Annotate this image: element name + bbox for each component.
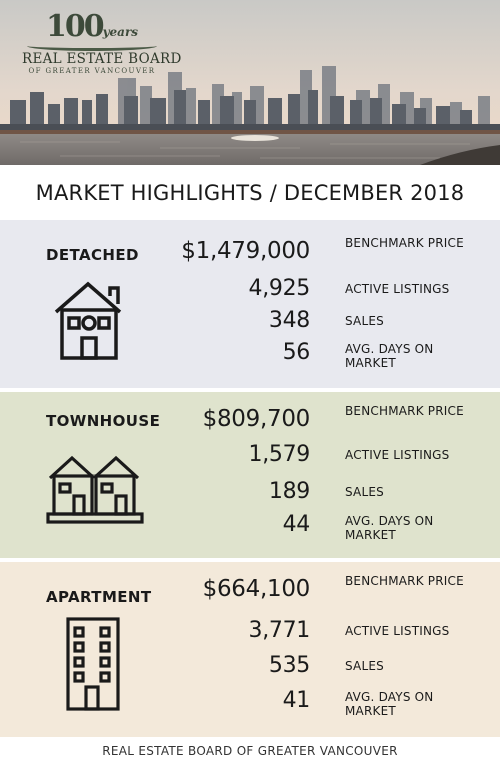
section-label: DETACHED <box>46 246 139 264</box>
stat-value: 348 <box>268 308 310 333</box>
stat-value: 3,771 <box>248 618 311 643</box>
townhouse-icon <box>46 455 144 524</box>
stat-value: 4,925 <box>248 276 311 301</box>
logo-name: REAL ESTATE BOARD <box>22 51 182 67</box>
stat-value: 41 <box>282 688 311 713</box>
stat-value: $664,100 <box>202 576 311 602</box>
stat-row: 348 SALES <box>150 306 490 342</box>
stat-label: ACTIVE LISTINGS <box>345 282 450 296</box>
stat-row: 56 AVG. DAYS ON MARKET <box>150 338 490 374</box>
logo-swoosh <box>27 41 157 51</box>
stat-value: 535 <box>268 653 310 678</box>
section-detached: DETACHED $1,479,000 BENCHMARK PRICE 4,92… <box>0 220 500 388</box>
stat-row: $664,100 BENCHMARK PRICE <box>150 574 490 610</box>
stat-label: ACTIVE LISTINGS <box>345 448 450 462</box>
stat-label: AVG. DAYS ON MARKET <box>345 514 434 542</box>
footer-text: REAL ESTATE BOARD OF GREATER VANCOUVER <box>102 744 398 758</box>
stat-row: 189 SALES <box>150 477 490 513</box>
stat-row: 535 SALES <box>150 651 490 687</box>
stat-label: AVG. DAYS ON MARKET <box>345 342 434 370</box>
section-label: APARTMENT <box>46 588 152 606</box>
stat-label: BENCHMARK PRICE <box>345 404 464 418</box>
apartment-building-icon <box>66 617 120 711</box>
footer: REAL ESTATE BOARD OF GREATER VANCOUVER <box>0 737 500 765</box>
stat-label: AVG. DAYS ON MARKET <box>345 690 434 718</box>
logo-subtitle: OF GREATER VANCOUVER <box>28 67 156 75</box>
stat-value: 189 <box>268 479 310 504</box>
section-townhouse: TOWNHOUSE $809,700 BENCHMARK PRICE 1,579… <box>0 392 500 558</box>
stat-row: 41 AVG. DAYS ON MARKET <box>150 686 490 722</box>
page-title: MARKET HIGHLIGHTS / DECEMBER 2018 <box>35 180 465 205</box>
stat-value: $809,700 <box>202 406 311 432</box>
section-label: TOWNHOUSE <box>46 412 161 430</box>
stat-value: 56 <box>282 340 311 365</box>
stat-row: 44 AVG. DAYS ON MARKET <box>150 510 490 546</box>
stat-row: $809,700 BENCHMARK PRICE <box>150 404 490 440</box>
stat-value: 44 <box>282 512 311 537</box>
stat-label: SALES <box>345 659 384 673</box>
centennial-mark: 100years <box>22 12 162 47</box>
stat-row: 4,925 ACTIVE LISTINGS <box>150 274 490 310</box>
section-apartment: APARTMENT $664,100 BENCHMARK PRICE 3,771… <box>0 562 500 737</box>
stat-label: BENCHMARK PRICE <box>345 236 464 250</box>
title-bar: MARKET HIGHLIGHTS / DECEMBER 2018 <box>0 165 500 220</box>
stat-label: BENCHMARK PRICE <box>345 574 464 588</box>
stat-label: SALES <box>345 314 384 328</box>
house-icon <box>54 281 122 360</box>
city-skyline-image <box>0 0 500 165</box>
logo-anniversary: 100 <box>45 9 105 44</box>
logo-years: years <box>102 25 139 39</box>
board-logo: 100years REAL ESTATE BOARD OF GREATER VA… <box>22 12 182 76</box>
stat-value: $1,479,000 <box>181 238 310 264</box>
stat-row: $1,479,000 BENCHMARK PRICE <box>150 236 490 272</box>
stat-row: 3,771 ACTIVE LISTINGS <box>150 616 490 652</box>
stat-value: 1,579 <box>248 442 311 467</box>
stat-label: ACTIVE LISTINGS <box>345 624 450 638</box>
skyline-banner: 100years REAL ESTATE BOARD OF GREATER VA… <box>0 0 500 165</box>
stat-row: 1,579 ACTIVE LISTINGS <box>150 440 490 476</box>
stat-label: SALES <box>345 485 384 499</box>
